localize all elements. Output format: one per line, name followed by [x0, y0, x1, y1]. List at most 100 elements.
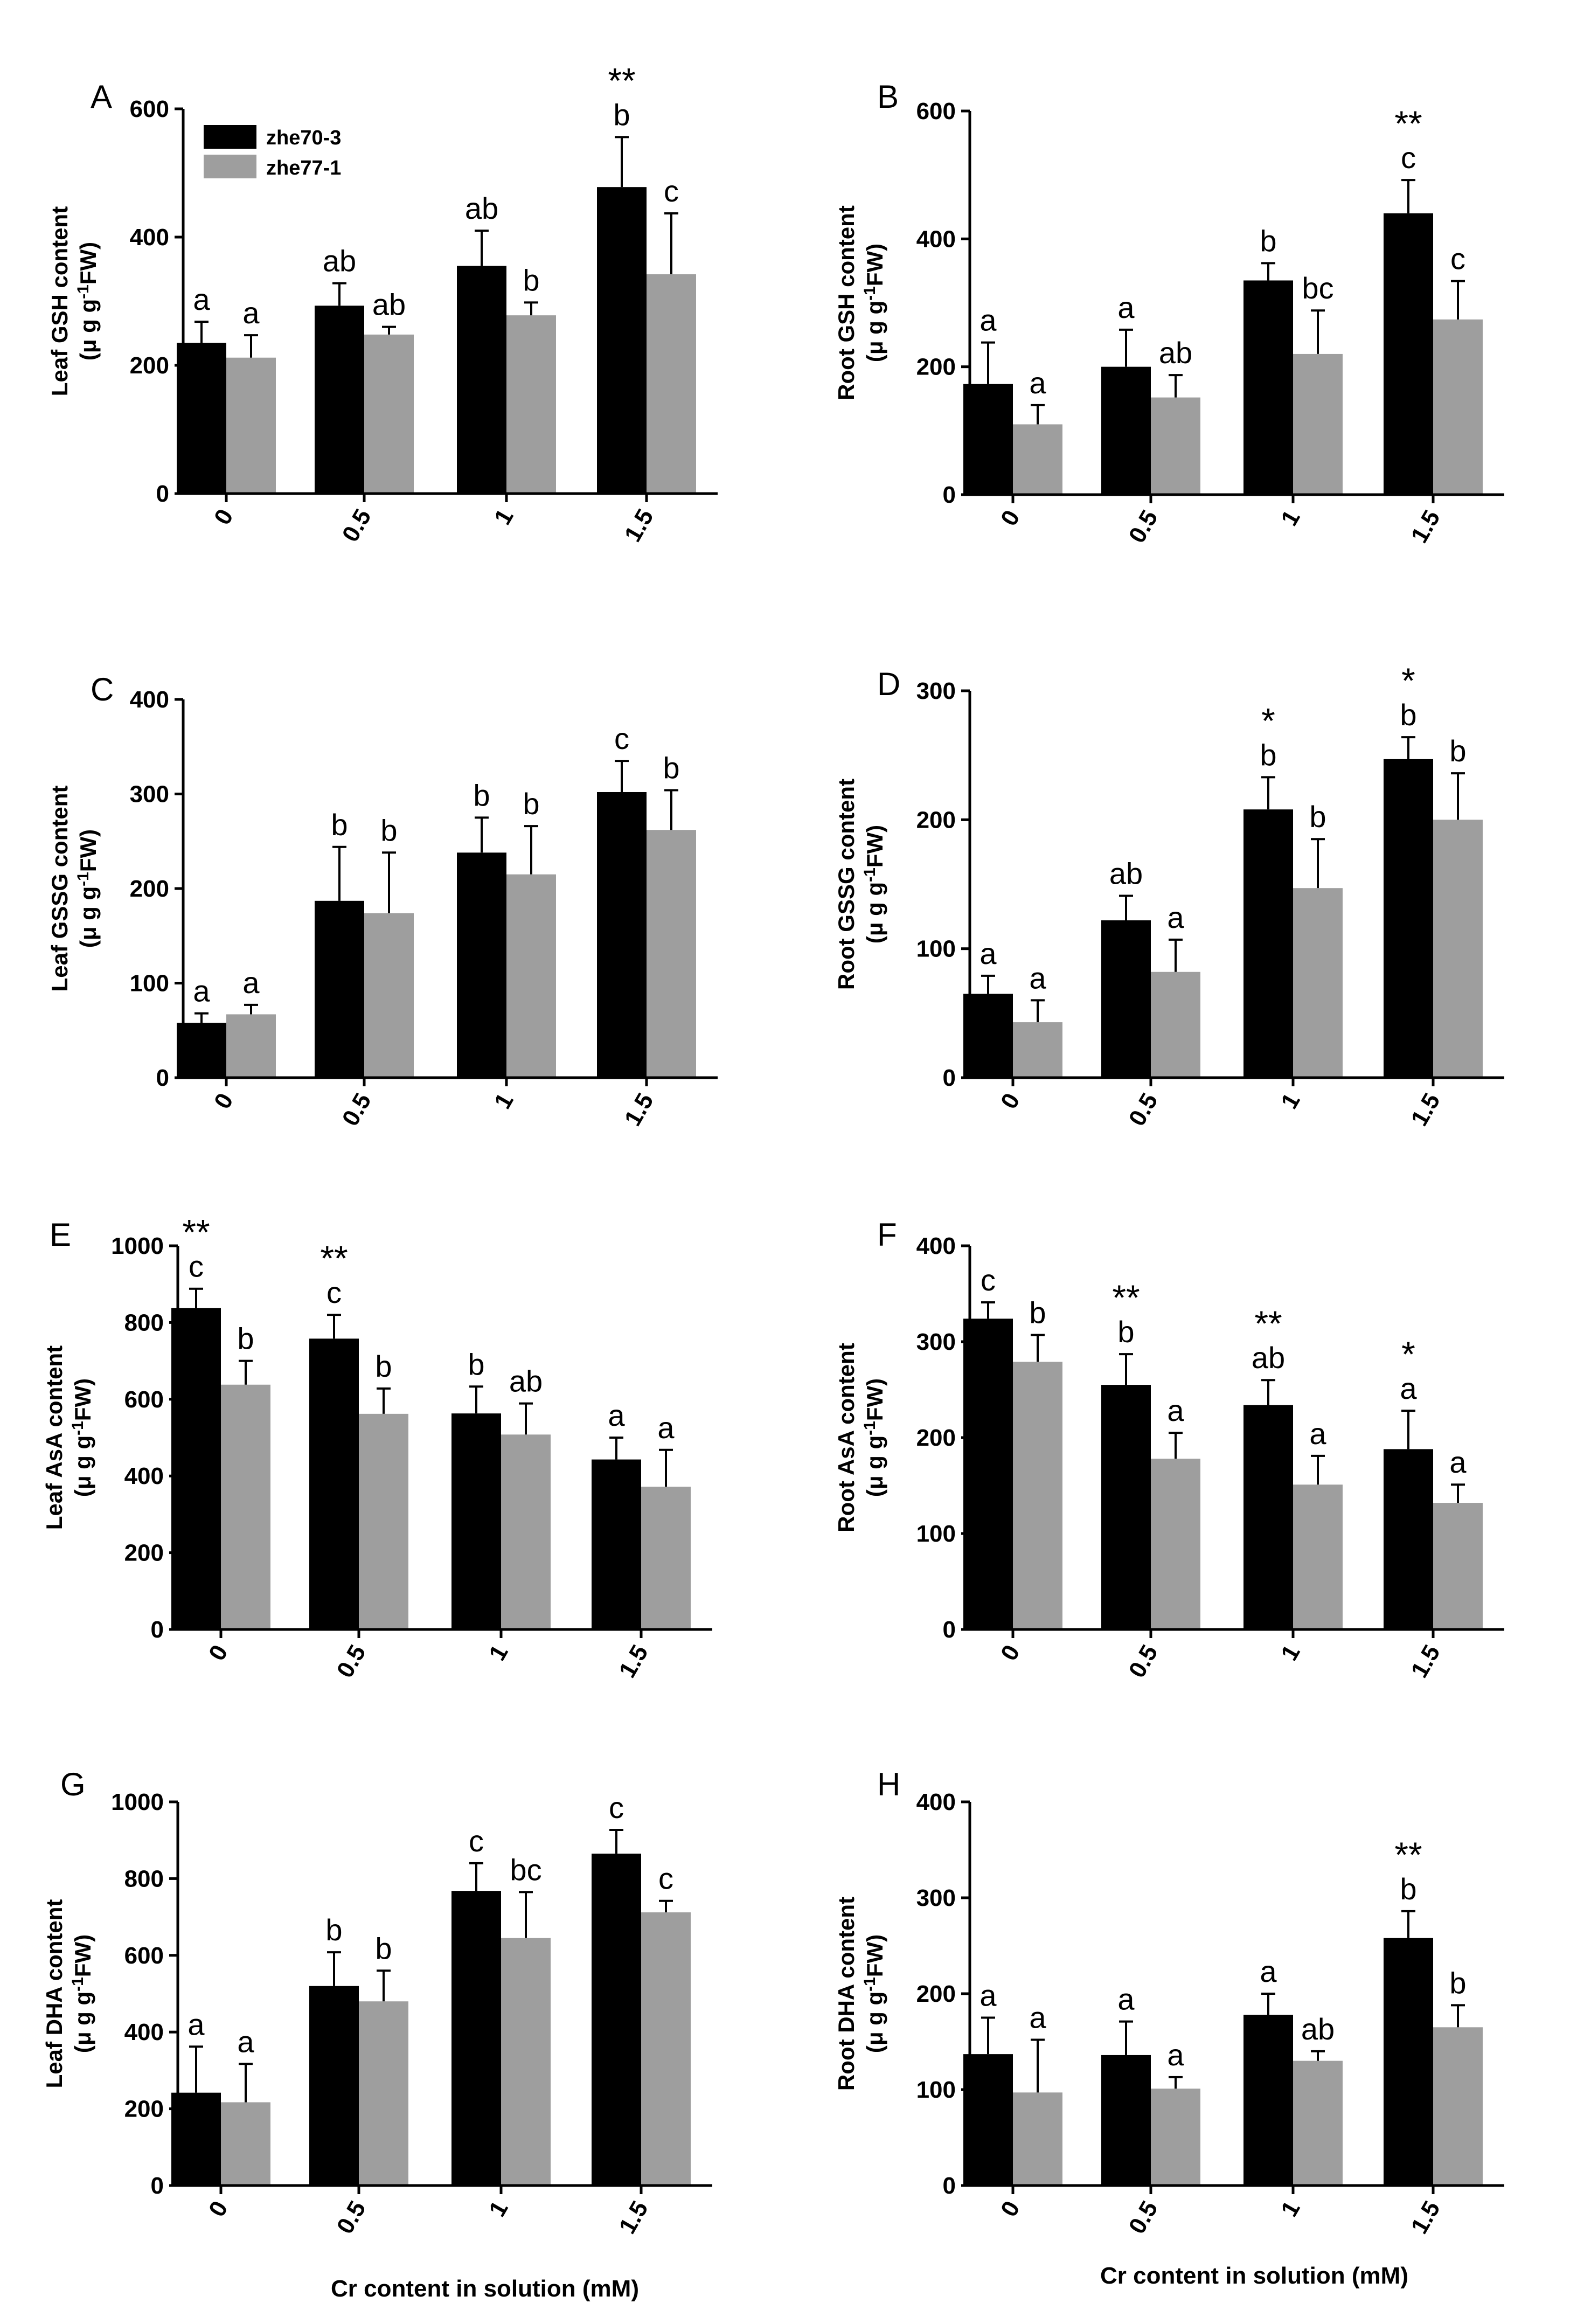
bar-a-zhe70-3-0: [177, 343, 226, 494]
sig-letter-h-zhe70-3-1.5: b: [1400, 1872, 1416, 1906]
y-tick-label-b-600: 600: [916, 98, 956, 124]
bar-h-zhe70-3-0.5: [1101, 2055, 1151, 2186]
y-tick-label-e-600: 600: [124, 1386, 164, 1413]
y-axis-unit-a: (μ g g-1FW): [74, 242, 101, 360]
sig-letter-f-zhe70-3-1: ab: [1252, 1341, 1285, 1375]
panel-letter-c: C: [91, 671, 114, 707]
x-tick-label-c-0: 0: [209, 1089, 239, 1114]
sig-letter-c-zhe70-3-1.5: c: [614, 722, 629, 755]
bar-b-zhe77-1-0: [1013, 424, 1062, 495]
y-axis-unit-b: (μ g g-1FW): [861, 244, 887, 362]
bar-e-zhe77-1-1: [501, 1434, 551, 1629]
y-tick-label-h-100: 100: [916, 2077, 956, 2103]
sig-letter-e-zhe70-3-1.5: a: [608, 1398, 625, 1432]
y-tick-label-d-300: 300: [916, 678, 956, 704]
sig-letter-a-zhe77-1-0: a: [242, 296, 260, 330]
panel-letter-g: G: [60, 1766, 86, 1802]
y-tick-label-g-0: 0: [151, 2173, 164, 2199]
sig-letter-e-zhe70-3-0: c: [189, 1250, 204, 1284]
bar-h-zhe77-1-0: [1013, 2092, 1062, 2186]
x-tick-label-c-1: 1: [489, 1089, 519, 1114]
sig-letter-b-zhe70-3-0: a: [979, 303, 997, 337]
x-tick-label-e-0: 0: [204, 1641, 233, 1666]
bar-b-zhe77-1-1: [1293, 353, 1343, 495]
bar-h-zhe77-1-1: [1293, 2061, 1343, 2186]
y-tick-label-d-200: 200: [916, 807, 956, 833]
sig-letter-a-zhe70-3-0.5: ab: [323, 244, 356, 278]
sig-letter-g-zhe77-1-0: a: [237, 2024, 254, 2058]
bar-d-zhe77-1-0.5: [1151, 972, 1200, 1078]
sig-letter-d-zhe77-1-0: a: [1029, 961, 1046, 995]
legend-label-zhe77-1: zhe77-1: [266, 157, 341, 179]
bar-g-zhe70-3-0.5: [309, 1986, 359, 2186]
bar-a-zhe77-1-1.5: [647, 274, 696, 494]
sig-letter-g-zhe70-3-0.5: b: [325, 1913, 342, 1947]
sig-letter-d-zhe77-1-1: b: [1309, 800, 1326, 834]
x-tick-label-c-0.5: 0.5: [337, 1089, 377, 1130]
sig-letter-h-zhe70-3-0.5: a: [1117, 1982, 1135, 2016]
bar-e-zhe77-1-0.5: [359, 1413, 408, 1629]
y-axis-unit-f: (μ g g-1FW): [861, 1378, 887, 1497]
bar-d-zhe77-1-0: [1013, 1022, 1062, 1078]
significance-stars-f-0.5: **: [1112, 1278, 1140, 1317]
sig-letter-c-zhe77-1-0.5: b: [380, 813, 397, 847]
x-tick-label-a-0: 0: [209, 505, 239, 530]
bar-c-zhe70-3-1: [457, 852, 506, 1078]
x-tick-label-f-1.5: 1.5: [1406, 1641, 1446, 1682]
significance-stars-b-1.5: **: [1394, 103, 1422, 143]
sig-letter-e-zhe77-1-1: ab: [509, 1364, 543, 1398]
y-tick-label-e-200: 200: [124, 1540, 164, 1566]
panel-letter-f: F: [877, 1217, 897, 1253]
bar-d-zhe77-1-1.5: [1433, 820, 1483, 1078]
sig-letter-f-zhe77-1-1: a: [1309, 1417, 1326, 1451]
bar-d-zhe77-1-1: [1293, 888, 1343, 1078]
bar-h-zhe77-1-1.5: [1433, 2027, 1483, 2186]
bar-c-zhe70-3-0.5: [315, 900, 364, 1078]
y-axis-title-a: Leaf GSH content: [47, 206, 72, 396]
y-axis-title-c: Leaf GSSG content: [47, 786, 72, 992]
bar-a-zhe70-3-1: [457, 266, 506, 494]
sig-letter-c-zhe70-3-0: a: [193, 974, 210, 1008]
sig-letter-c-zhe77-1-1: b: [523, 787, 539, 821]
bar-b-zhe70-3-1: [1243, 280, 1293, 495]
y-tick-label-a-400: 400: [130, 224, 169, 251]
y-axis-title-f: Root AsA content: [833, 1343, 859, 1532]
y-tick-label-b-200: 200: [916, 354, 956, 380]
sig-letter-h-zhe70-3-0: a: [979, 1979, 997, 2013]
bar-a-zhe70-3-0.5: [315, 306, 364, 494]
panel-letter-d: D: [877, 666, 900, 702]
x-tick-label-f-0: 0: [996, 1641, 1025, 1666]
x-tick-label-b-1: 1: [1276, 506, 1305, 531]
legend-swatch-zhe77-1: [204, 155, 256, 178]
sig-letter-d-zhe70-3-0: a: [979, 936, 997, 970]
x-tick-label-d-0: 0: [996, 1089, 1025, 1114]
bar-h-zhe77-1-0.5: [1151, 2089, 1200, 2186]
panel-letter-b: B: [877, 79, 899, 115]
x-tick-label-g-1.5: 1.5: [614, 2197, 654, 2238]
y-axis-unit-h: (μ g g-1FW): [861, 1934, 887, 2053]
y-tick-label-g-400: 400: [124, 2019, 164, 2045]
bar-c-zhe77-1-1.5: [647, 830, 696, 1078]
sig-letter-g-zhe77-1-1: bc: [510, 1853, 541, 1886]
sig-letter-f-zhe77-1-0: b: [1029, 1296, 1046, 1330]
panel-letter-h: H: [877, 1766, 900, 1802]
sig-letter-h-zhe70-3-1: a: [1260, 1954, 1277, 1988]
sig-letter-b-zhe77-1-1.5: c: [1450, 242, 1465, 276]
x-tick-label-c-1.5: 1.5: [620, 1089, 659, 1130]
sig-letter-d-zhe70-3-1: b: [1260, 738, 1276, 772]
bar-d-zhe70-3-0.5: [1101, 920, 1151, 1078]
bar-a-zhe77-1-0.5: [364, 334, 414, 494]
x-tick-label-e-1: 1: [484, 1641, 513, 1666]
bar-f-zhe70-3-0.5: [1101, 1385, 1151, 1629]
bar-e-zhe70-3-1.5: [592, 1459, 641, 1629]
y-tick-label-g-1000: 1000: [111, 1789, 164, 1815]
significance-stars-d-1.5: *: [1401, 661, 1415, 700]
y-tick-label-c-200: 200: [130, 876, 169, 902]
sig-letter-a-zhe77-1-1: b: [523, 263, 539, 297]
significance-stars-e-0: **: [182, 1212, 210, 1252]
x-tick-label-f-0.5: 0.5: [1124, 1641, 1163, 1682]
y-tick-label-g-600: 600: [124, 1943, 164, 1969]
sig-letter-b-zhe70-3-1.5: c: [1401, 141, 1416, 175]
sig-letter-b-zhe77-1-0: a: [1029, 366, 1046, 400]
